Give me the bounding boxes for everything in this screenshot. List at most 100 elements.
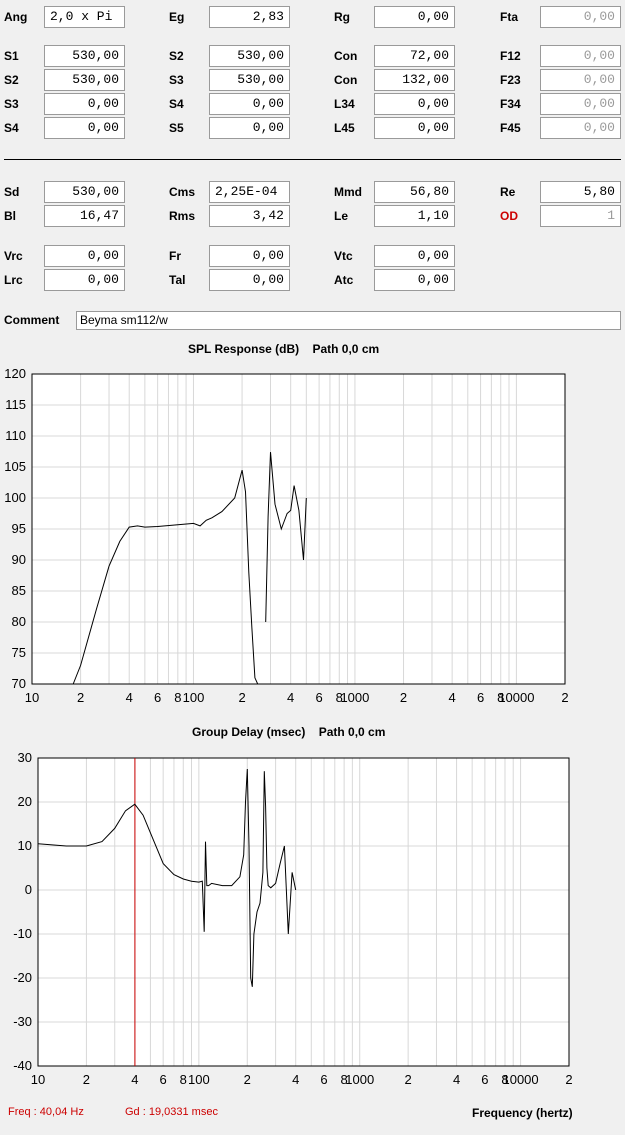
- x-tick-label: 4: [292, 1072, 299, 1087]
- mmd-field[interactable]: 56,80: [374, 181, 455, 203]
- x-tick-label: 6: [154, 690, 161, 705]
- y-tick-label: 95: [12, 521, 26, 536]
- s5-label: S5: [169, 121, 184, 135]
- data-line: [37, 768, 297, 987]
- x-tick-label: 8: [174, 690, 181, 705]
- s4-field[interactable]: 0,00: [209, 93, 290, 115]
- data-line: [72, 469, 264, 685]
- y-tick-label: 0: [25, 882, 32, 897]
- y-tick-label: 115: [5, 397, 26, 412]
- s3-field[interactable]: 530,00: [209, 69, 290, 91]
- s2-field[interactable]: 530,00: [209, 45, 290, 67]
- x-tick-label: 2: [244, 1072, 251, 1087]
- x-tick-label: 2: [83, 1072, 90, 1087]
- re-field[interactable]: 5,80: [540, 181, 621, 203]
- f12-label: F12: [500, 49, 521, 63]
- y-tick-label: 120: [4, 366, 26, 381]
- freq-readout: Freq : 40,04 Hz: [8, 1106, 84, 1118]
- x-tick-label: 2: [561, 690, 568, 705]
- tal-label: Tal: [169, 273, 186, 287]
- comment-field[interactable]: Beyma sm112/w: [76, 311, 621, 330]
- f23-label: F23: [500, 73, 521, 87]
- s3-label-row4: S3: [4, 97, 19, 111]
- y-tick-label: 105: [4, 459, 26, 474]
- vrc-field[interactable]: 0,00: [44, 245, 125, 267]
- s5-field[interactable]: 0,00: [209, 117, 290, 139]
- y-tick-label: 75: [12, 645, 26, 660]
- fr-field[interactable]: 0,00: [209, 245, 290, 267]
- s3-field-row4[interactable]: 0,00: [44, 93, 125, 115]
- f12-field: 0,00: [540, 45, 621, 67]
- l34-field[interactable]: 0,00: [374, 93, 455, 115]
- s1-label: S1: [4, 49, 19, 63]
- s2-label: S2: [169, 49, 184, 63]
- sd-field[interactable]: 530,00: [44, 181, 125, 203]
- y-tick-label: -10: [13, 926, 32, 941]
- f34-field: 0,00: [540, 93, 621, 115]
- x-tick-label: 6: [481, 1072, 488, 1087]
- rg-field[interactable]: 0,00: [374, 6, 455, 28]
- plot-frame: [31, 373, 566, 685]
- rg-label: Rg: [334, 10, 350, 24]
- s2-label-row3: S2: [4, 73, 19, 87]
- bl-field[interactable]: 16,47: [44, 205, 125, 227]
- fta-field: 0,00: [540, 6, 621, 28]
- od-field[interactable]: 1: [540, 205, 621, 227]
- x-tick-label: 2: [238, 690, 245, 705]
- rms-label: Rms: [169, 209, 196, 223]
- atc-label: Atc: [334, 273, 354, 287]
- eg-label: Eg: [169, 10, 185, 24]
- f45-field: 0,00: [540, 117, 621, 139]
- l45-label: L45: [334, 121, 355, 135]
- cms-field[interactable]: 2,25E-04: [209, 181, 290, 203]
- eg-field[interactable]: 2,83: [209, 6, 290, 28]
- rms-field[interactable]: 3,42: [209, 205, 290, 227]
- con2-label: Con: [334, 73, 358, 87]
- y-tick-label: 20: [18, 794, 32, 809]
- y-tick-label: -20: [13, 970, 32, 985]
- od-label: OD: [500, 209, 518, 223]
- re-label: Re: [500, 185, 516, 199]
- s4-field-row5[interactable]: 0,00: [44, 117, 125, 139]
- f23-field: 0,00: [540, 69, 621, 91]
- y-tick-label: 10: [18, 838, 32, 853]
- x-tick-label: 6: [320, 1072, 327, 1087]
- s2-field-row3[interactable]: 530,00: [44, 69, 125, 91]
- x-tick-label: 2: [565, 1072, 572, 1087]
- tal-field[interactable]: 0,00: [209, 269, 290, 291]
- x-tick-label: 6: [315, 690, 322, 705]
- con1-field[interactable]: 72,00: [374, 45, 455, 67]
- atc-field[interactable]: 0,00: [374, 269, 455, 291]
- x-tick-label: 8: [501, 1072, 508, 1087]
- s1-field[interactable]: 530,00: [44, 45, 125, 67]
- x-tick-label: 8: [497, 690, 504, 705]
- x-tick-label: 10000: [502, 1072, 538, 1087]
- y-tick-label: 90: [12, 552, 26, 567]
- l45-field[interactable]: 0,00: [374, 117, 455, 139]
- x-tick-label: 4: [126, 690, 133, 705]
- x-tick-label: 4: [131, 1072, 138, 1087]
- f34-label: F34: [500, 97, 521, 111]
- lrc-label: Lrc: [4, 273, 23, 287]
- con2-field[interactable]: 132,00: [374, 69, 455, 91]
- vrc-label: Vrc: [4, 249, 23, 263]
- x-tick-label: 4: [287, 690, 294, 705]
- s4-label-row5: S4: [4, 121, 19, 135]
- con1-label: Con: [334, 49, 358, 63]
- spl-chart-title: SPL Response (dB) Path 0,0 cm: [188, 342, 380, 356]
- le-field[interactable]: 1,10: [374, 205, 455, 227]
- plot-area: [38, 758, 569, 1066]
- x-tick-label: 100: [183, 690, 205, 705]
- s3-label: S3: [169, 73, 184, 87]
- lrc-field[interactable]: 0,00: [44, 269, 125, 291]
- fr-label: Fr: [169, 249, 181, 263]
- x-tick-label: 2: [400, 690, 407, 705]
- x-tick-label: 10: [25, 690, 39, 705]
- x-axis-label: Frequency (hertz): [472, 1106, 573, 1120]
- f45-label: F45: [500, 121, 521, 135]
- vtc-field[interactable]: 0,00: [374, 245, 455, 267]
- y-tick-label: -30: [13, 1014, 32, 1029]
- ang-field[interactable]: 2,0 x Pi: [44, 6, 125, 28]
